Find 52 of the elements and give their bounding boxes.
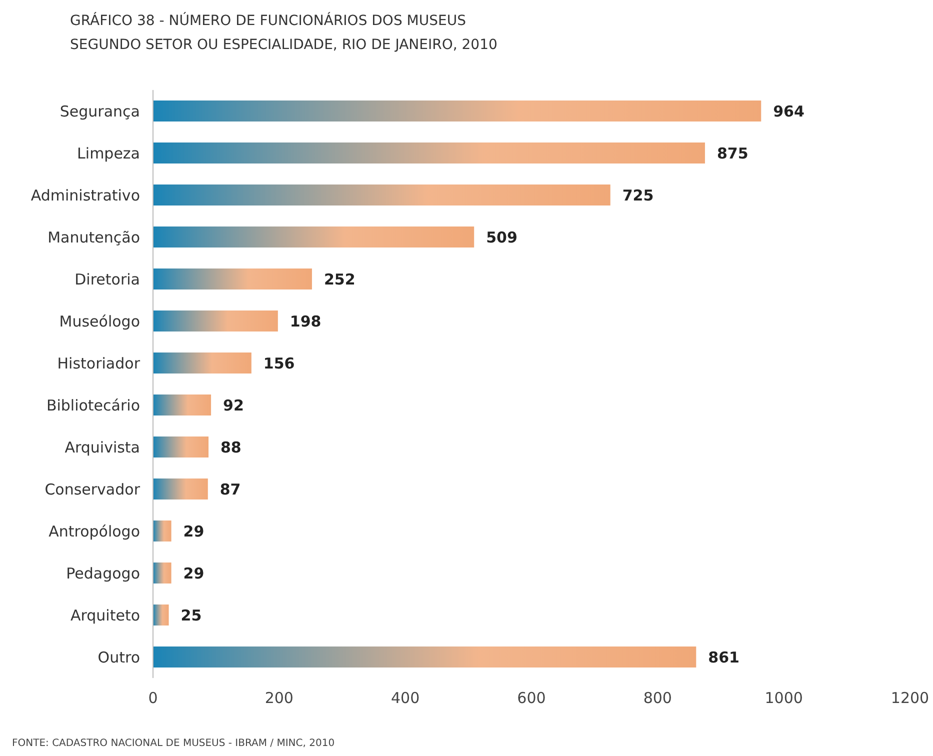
x-tick-label: 1000 bbox=[764, 689, 803, 707]
y-tick-label: Diretoria bbox=[74, 270, 140, 288]
bar bbox=[153, 310, 278, 332]
bar bbox=[153, 562, 172, 584]
y-tick-label: Segurança bbox=[60, 102, 140, 120]
y-tick-label: Historiador bbox=[57, 354, 141, 372]
data-label: 25 bbox=[180, 606, 202, 624]
y-tick-label: Administrativo bbox=[30, 186, 140, 204]
y-tick-label: Antropólogo bbox=[48, 522, 140, 540]
x-tick-label: 600 bbox=[517, 689, 546, 707]
bar bbox=[153, 436, 209, 458]
y-tick-label: Manutenção bbox=[48, 228, 140, 246]
bar bbox=[153, 268, 312, 290]
data-label: 875 bbox=[716, 144, 748, 162]
y-tick-label: Limpeza bbox=[77, 144, 140, 162]
bar bbox=[153, 352, 252, 374]
x-tick-label: 200 bbox=[264, 689, 294, 707]
x-tick-label: 800 bbox=[643, 689, 672, 707]
y-tick-label: Pedagogo bbox=[66, 564, 140, 582]
data-label: 252 bbox=[324, 270, 356, 288]
data-label: 861 bbox=[708, 648, 740, 666]
data-label: 156 bbox=[263, 354, 295, 372]
bar bbox=[153, 394, 212, 416]
bar bbox=[153, 226, 474, 248]
data-label: 88 bbox=[220, 438, 242, 456]
y-tick-label: Bibliotecário bbox=[46, 396, 140, 414]
data-label: 198 bbox=[290, 312, 322, 330]
data-label: 29 bbox=[183, 522, 204, 540]
chart-title: GRÁFICO 38 - NÚMERO DE FUNCIONÁRIOS DOS MUSEUS bbox=[70, 12, 466, 29]
bar bbox=[153, 184, 610, 206]
bar bbox=[153, 100, 762, 122]
y-tick-label: Arquivista bbox=[64, 438, 140, 456]
bar bbox=[153, 142, 705, 164]
data-label: 29 bbox=[183, 564, 204, 582]
x-tick-label: 400 bbox=[391, 689, 420, 707]
x-tick-label: 0 bbox=[148, 689, 158, 707]
chart-subtitle: SEGUNDO SETOR OU ESPECIALIDADE, RIO DE JANEIRO, 2010 bbox=[70, 37, 498, 53]
bar bbox=[153, 604, 169, 626]
data-label: 509 bbox=[486, 228, 518, 246]
bar bbox=[153, 478, 208, 500]
y-tick-label: Conservador bbox=[44, 480, 141, 498]
bar bbox=[153, 520, 172, 542]
data-label: 92 bbox=[223, 396, 244, 414]
x-tick-label: 1200 bbox=[890, 689, 930, 707]
y-tick-label: Outro bbox=[98, 648, 140, 666]
source-note: FONTE: CADASTRO NACIONAL DE MUSEUS - IBRAM / MINC, 2010 bbox=[12, 738, 335, 749]
data-label: 725 bbox=[622, 186, 654, 204]
y-tick-label: Museólogo bbox=[59, 312, 140, 330]
y-tick-label: Arquiteto bbox=[70, 606, 140, 624]
data-label: 964 bbox=[773, 102, 804, 120]
data-label: 87 bbox=[220, 480, 241, 498]
bar bbox=[153, 646, 696, 668]
